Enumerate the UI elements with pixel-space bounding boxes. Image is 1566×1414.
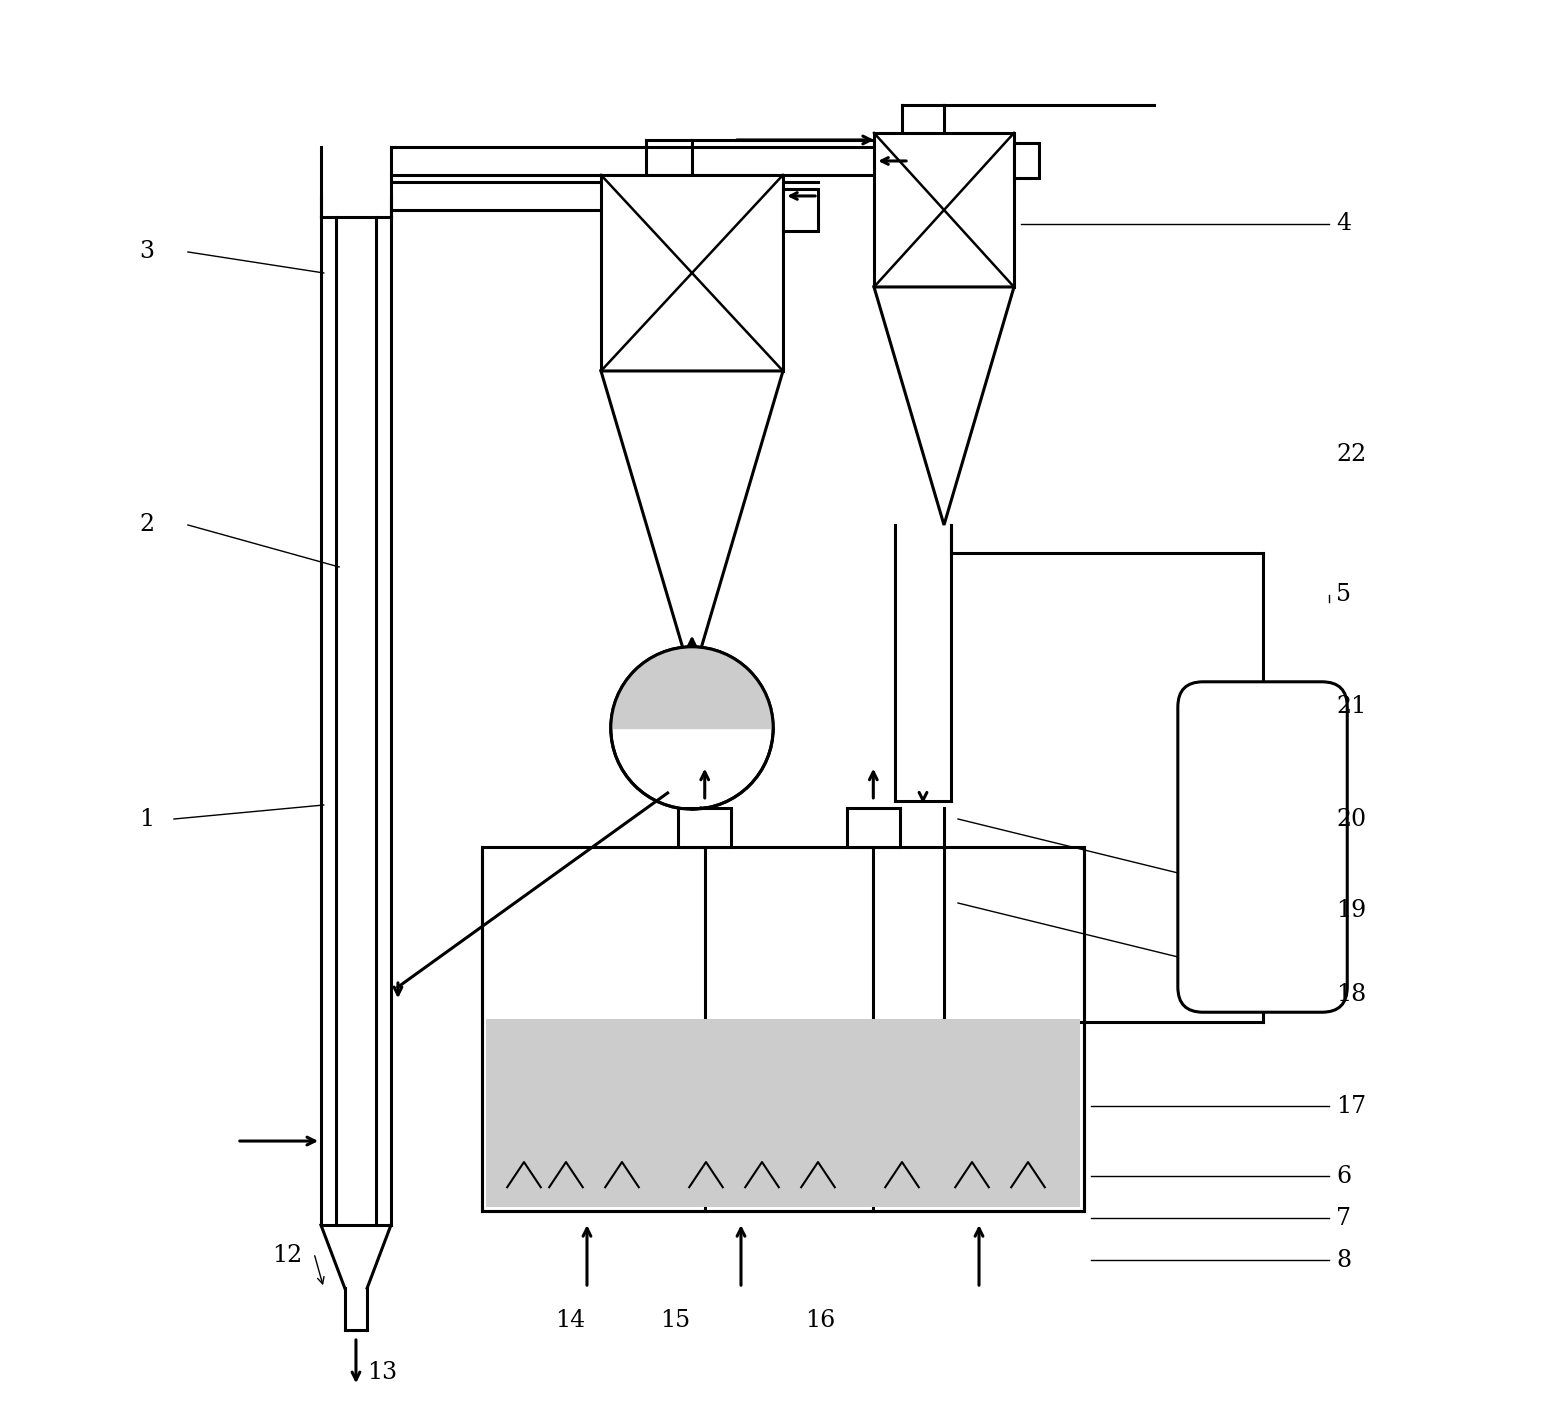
Polygon shape bbox=[601, 370, 783, 679]
Bar bbox=[874, 133, 1015, 287]
Bar bbox=[678, 807, 731, 847]
Text: 14: 14 bbox=[554, 1309, 586, 1332]
Text: 19: 19 bbox=[1336, 898, 1366, 922]
Text: 3: 3 bbox=[139, 240, 153, 263]
Text: 20: 20 bbox=[1336, 807, 1366, 830]
FancyBboxPatch shape bbox=[1178, 682, 1347, 1012]
Text: 17: 17 bbox=[1336, 1094, 1366, 1117]
Text: 5: 5 bbox=[1336, 584, 1351, 607]
Bar bbox=[485, 1019, 1081, 1206]
Text: 15: 15 bbox=[659, 1309, 691, 1332]
Bar bbox=[601, 175, 783, 370]
Text: 16: 16 bbox=[805, 1309, 836, 1332]
Text: 1: 1 bbox=[139, 807, 153, 830]
Text: 2: 2 bbox=[139, 513, 153, 536]
Polygon shape bbox=[874, 287, 1015, 525]
Text: 22: 22 bbox=[1336, 444, 1366, 467]
Text: 8: 8 bbox=[1336, 1249, 1351, 1271]
Circle shape bbox=[611, 646, 774, 809]
Text: 6: 6 bbox=[1336, 1165, 1351, 1188]
Text: 7: 7 bbox=[1336, 1206, 1351, 1230]
Bar bbox=[482, 847, 1084, 1210]
Bar bbox=[783, 189, 817, 230]
Text: 13: 13 bbox=[366, 1360, 398, 1383]
Text: 18: 18 bbox=[1336, 983, 1366, 1005]
Text: 4: 4 bbox=[1336, 212, 1351, 236]
Text: 21: 21 bbox=[1336, 696, 1366, 718]
Text: 12: 12 bbox=[272, 1244, 302, 1267]
Bar bbox=[847, 807, 900, 847]
Bar bbox=[1015, 143, 1040, 178]
